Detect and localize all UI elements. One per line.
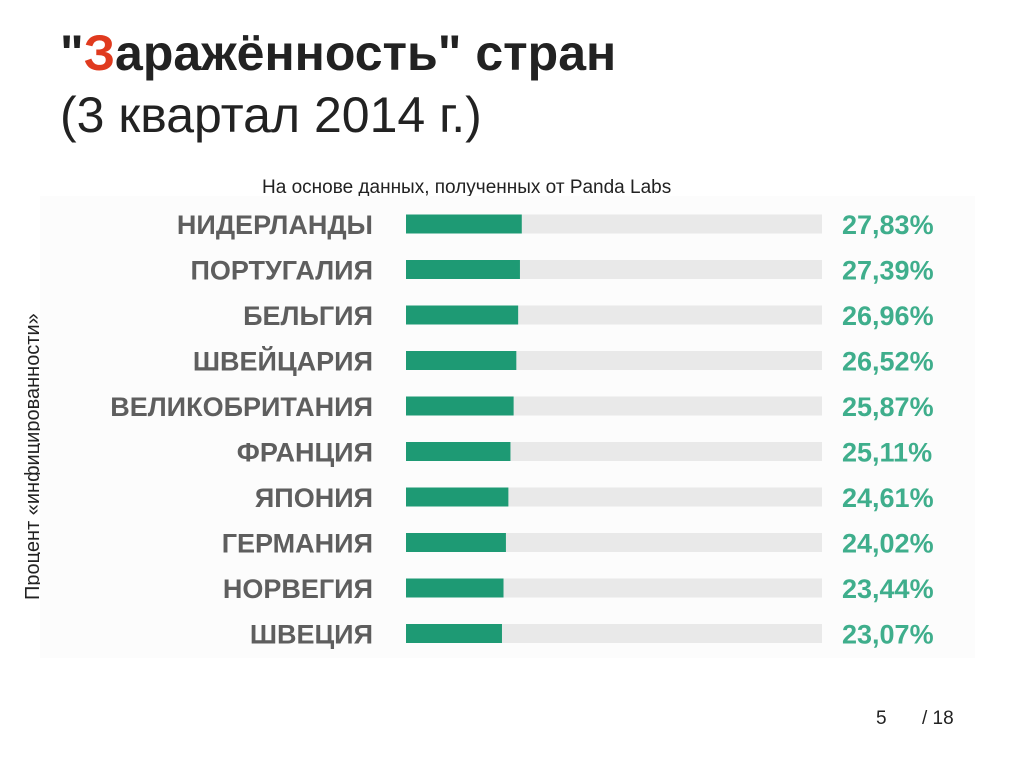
value-label: 24,61% [842, 483, 934, 513]
value-label: 25,11% [842, 438, 932, 468]
bar-row: НИДЕРЛАНДЫ 27,83% [177, 210, 934, 240]
category-label: БЕЛЬГИЯ [243, 301, 373, 331]
value-label: 26,52% [842, 347, 934, 377]
bar-row: ШВЕЦИЯ 23,07% [250, 620, 934, 650]
category-label: ШВЕЦИЯ [250, 620, 373, 650]
value-label: 23,07% [842, 620, 934, 650]
category-label: ШВЕЙЦАРИЯ [193, 346, 373, 377]
bar-row: ЯПОНИЯ 24,61% [255, 483, 934, 513]
value-label: 25,87% [842, 392, 934, 422]
bar-row: ФРАНЦИЯ 25,11% [237, 438, 932, 468]
title-accent-letter: З [83, 25, 116, 81]
bar [406, 260, 520, 279]
bar-row: ВЕЛИКОБРИТАНИЯ 25,87% [110, 392, 933, 422]
page-number: 5 [876, 708, 887, 729]
category-label: НИДЕРЛАНДЫ [177, 210, 373, 240]
bar [406, 624, 502, 643]
category-label: ФРАНЦИЯ [237, 438, 373, 468]
page-total: / 18 [922, 708, 954, 729]
value-label: 26,96% [842, 301, 934, 331]
title-open-quote: " [60, 25, 84, 81]
bar-row: БЕЛЬГИЯ 26,96% [243, 301, 933, 331]
category-label: ПОРТУГАЛИЯ [190, 256, 373, 286]
value-label: 27,39% [842, 256, 934, 286]
value-label: 23,44% [842, 574, 934, 604]
bar-row: ГЕРМАНИЯ 24,02% [222, 529, 934, 559]
bar-track [406, 578, 822, 598]
bar-track [406, 624, 822, 643]
bar-row: НОРВЕГИЯ 23,44% [223, 574, 934, 604]
bar-track [406, 487, 822, 507]
bar [406, 214, 522, 234]
bar-track [406, 533, 822, 552]
value-label: 27,83% [842, 210, 934, 240]
bar [406, 487, 509, 507]
slide-title: "Заражённость" стран (3 квартал 2014 г.) [60, 22, 616, 146]
title-rest: аражённость" стран [115, 25, 617, 81]
bar [406, 442, 511, 461]
bar [406, 396, 514, 416]
category-label: НОРВЕГИЯ [223, 574, 373, 604]
bar [406, 533, 506, 552]
title-line-1: "Заражённость" стран [60, 22, 616, 84]
value-label: 24,02% [842, 529, 934, 559]
bar [406, 305, 519, 325]
category-label: ЯПОНИЯ [255, 483, 373, 513]
bar-row: ШВЕЙЦАРИЯ 26,52% [193, 346, 934, 377]
category-label: ГЕРМАНИЯ [222, 529, 373, 559]
category-label: ВЕЛИКОБРИТАНИЯ [110, 392, 373, 422]
bar [406, 351, 517, 370]
bar [406, 578, 504, 598]
title-line-2: (3 квартал 2014 г.) [60, 87, 482, 143]
bar-row: ПОРТУГАЛИЯ 27,39% [190, 256, 933, 286]
chart-subtitle: На основе данных, полученных от Panda La… [262, 177, 672, 198]
